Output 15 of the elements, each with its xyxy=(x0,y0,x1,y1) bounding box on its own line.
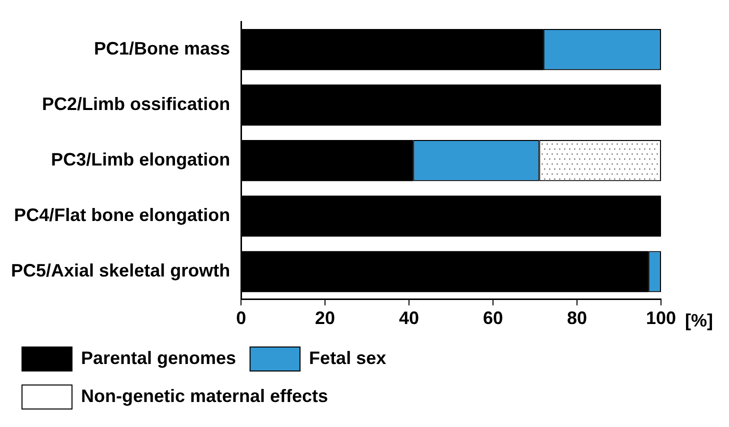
legend-label: Parental genomes xyxy=(81,348,236,368)
x-axis-title: [%] xyxy=(685,310,713,330)
y-tick-label: PC3/Limb elongation xyxy=(51,150,230,170)
y-tick-label: PC1/Bone mass xyxy=(94,38,230,59)
x-tick-label: 100 xyxy=(646,308,676,328)
legend-label: Non-genetic maternal effects xyxy=(81,386,328,406)
x-tick-label: 40 xyxy=(399,308,420,328)
y-tick-label: PC4/Flat bone elongation xyxy=(14,205,230,226)
y-tick-label: PC5/Axial skeletal growth xyxy=(11,260,230,281)
x-tick-label: 60 xyxy=(483,308,504,328)
x-tick-label: 80 xyxy=(567,308,588,328)
y-tick-label: PC2/Limb ossification xyxy=(42,94,230,114)
x-tick-label: 0 xyxy=(236,308,246,328)
legend-label: Fetal sex xyxy=(309,348,386,368)
x-tick-label: 20 xyxy=(315,308,336,328)
